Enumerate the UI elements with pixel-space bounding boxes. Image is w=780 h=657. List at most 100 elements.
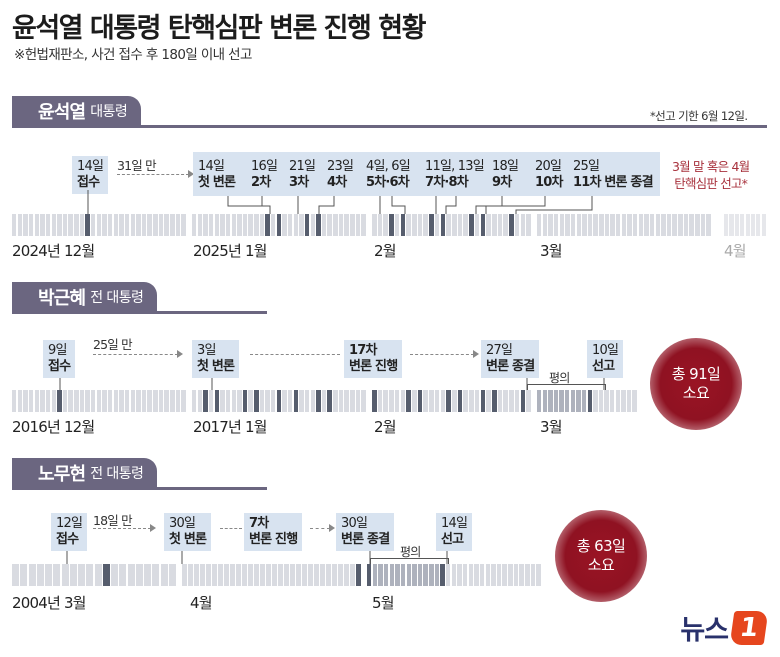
timeline-day-cell (284, 564, 289, 586)
section-park-rank: 전 대통령 (90, 290, 144, 306)
timeline-day-cell (310, 390, 315, 412)
timeline-day-cell (570, 390, 576, 412)
timeline-day-cell (756, 214, 761, 236)
event-label: 첫 변론 (198, 175, 236, 190)
timeline-day-cell (434, 390, 440, 412)
timeline-day-cell (429, 564, 434, 586)
timeline-day-cell (565, 390, 570, 412)
roh-axis-may: 5월 (372, 594, 395, 612)
timeline-day-cell (62, 214, 68, 236)
event-label: 선고 (592, 359, 615, 374)
timeline-day-cell (706, 214, 711, 236)
timeline-day-cell (389, 214, 394, 236)
timeline-day-cell (28, 214, 34, 236)
timeline-day-cell (446, 214, 451, 236)
timeline-day-cell (604, 214, 610, 236)
park-event-closing: 27일 변론 종결 (481, 340, 540, 378)
timeline-day-cell (113, 390, 119, 412)
park-month-jan (192, 390, 367, 412)
timeline-day-cell (406, 390, 411, 412)
timeline-day-cell (68, 390, 73, 412)
timeline-day-cell (576, 390, 581, 412)
timeline-day-cell (548, 390, 553, 412)
event-label: 변론 진행 (349, 359, 398, 374)
event-label: 10차 (535, 175, 563, 190)
timeline-day-cell (508, 564, 513, 586)
timeline-day-cell (394, 214, 400, 236)
event-day: 4일, 6일 (366, 159, 411, 174)
timeline-day-cell (248, 564, 253, 586)
timeline-day-cell (299, 214, 304, 236)
timeline-day-cell (293, 214, 299, 236)
timeline-day-cell (621, 390, 626, 412)
timeline-day-cell (34, 214, 40, 236)
timeline-day-cell (452, 214, 457, 236)
timeline-day-cell (141, 390, 147, 412)
timeline-day-cell (194, 564, 199, 586)
timeline-day-cell (395, 564, 400, 586)
timeline-day-cell (462, 564, 468, 586)
park-total-bubble: 총 91일 소요 (650, 338, 742, 430)
timeline-day-cell (260, 564, 265, 586)
roh-event-verdict: 14일 선고 (436, 513, 473, 551)
timeline-day-cell (259, 390, 265, 412)
park-axis-mar: 3월 (540, 418, 563, 436)
timeline-day-cell (34, 390, 40, 412)
yoon-axis-mar: 3월 (540, 242, 563, 260)
timeline-day-cell (68, 214, 73, 236)
timeline-day-cell (271, 390, 276, 412)
roh-month-apr (182, 564, 362, 586)
timeline-day-cell (627, 214, 632, 236)
timeline-day-cell (350, 214, 355, 236)
timeline-day-cell (203, 214, 208, 236)
yoon-month-jan (192, 214, 367, 236)
timeline-day-cell (689, 214, 694, 236)
timeline-day-cell (208, 214, 214, 236)
timeline-day-cell (429, 390, 434, 412)
event-day: 7차 (249, 516, 269, 531)
timeline-day-cell (259, 214, 265, 236)
timeline-day-cell (28, 390, 34, 412)
timeline-day-cell (214, 390, 220, 412)
yoon-month-mar (537, 214, 712, 236)
timeline-day-cell (91, 214, 96, 236)
yoon-event-hearing-7-8: 11일, 13일 7차·8차 (420, 156, 489, 194)
event-label: 변론 종결 (486, 359, 535, 374)
roh-month-may (367, 564, 542, 586)
timeline-day-cell (559, 390, 564, 412)
section-roh-name: 노무현 (38, 464, 86, 485)
timeline-day-cell (23, 214, 28, 236)
timeline-day-cell (332, 564, 337, 586)
timeline-day-cell (502, 564, 507, 586)
yoon-event-hearing-1: 14일 첫 변론 (193, 156, 240, 194)
timeline-day-cell (28, 564, 36, 586)
timeline-day-cell (304, 214, 310, 236)
forecast-line-1: 3월 말 혹은 4월 (672, 159, 750, 174)
timeline-day-cell (383, 390, 388, 412)
timeline-day-cell (400, 564, 406, 586)
timeline-day-cell (417, 390, 423, 412)
event-day: 30일 (169, 516, 196, 531)
timeline-day-cell (474, 564, 479, 586)
park-event-verdict: 10일 선고 (587, 340, 624, 378)
section-park-name: 박근혜 (38, 288, 86, 309)
timeline-day-cell (649, 214, 655, 236)
timeline-day-cell (45, 214, 51, 236)
park-month-dec (12, 390, 187, 412)
timeline-day-cell (434, 564, 440, 586)
roh-arrow-3 (310, 528, 330, 529)
timeline-day-cell (469, 214, 474, 236)
timeline-day-cell (520, 390, 526, 412)
timeline-day-cell (248, 390, 253, 412)
timeline-day-cell (12, 564, 20, 586)
timeline-day-cell (468, 564, 474, 586)
timeline-day-cell (446, 390, 451, 412)
timeline-day-cell (79, 214, 85, 236)
timeline-day-cell (158, 390, 164, 412)
timeline-day-cell (542, 390, 548, 412)
event-label: 3차 (289, 175, 309, 190)
timeline-day-cell (587, 214, 593, 236)
roh-axis-mar: 2004년 3월 (12, 594, 86, 612)
timeline-day-cell (615, 390, 620, 412)
timeline-day-cell (51, 214, 56, 236)
